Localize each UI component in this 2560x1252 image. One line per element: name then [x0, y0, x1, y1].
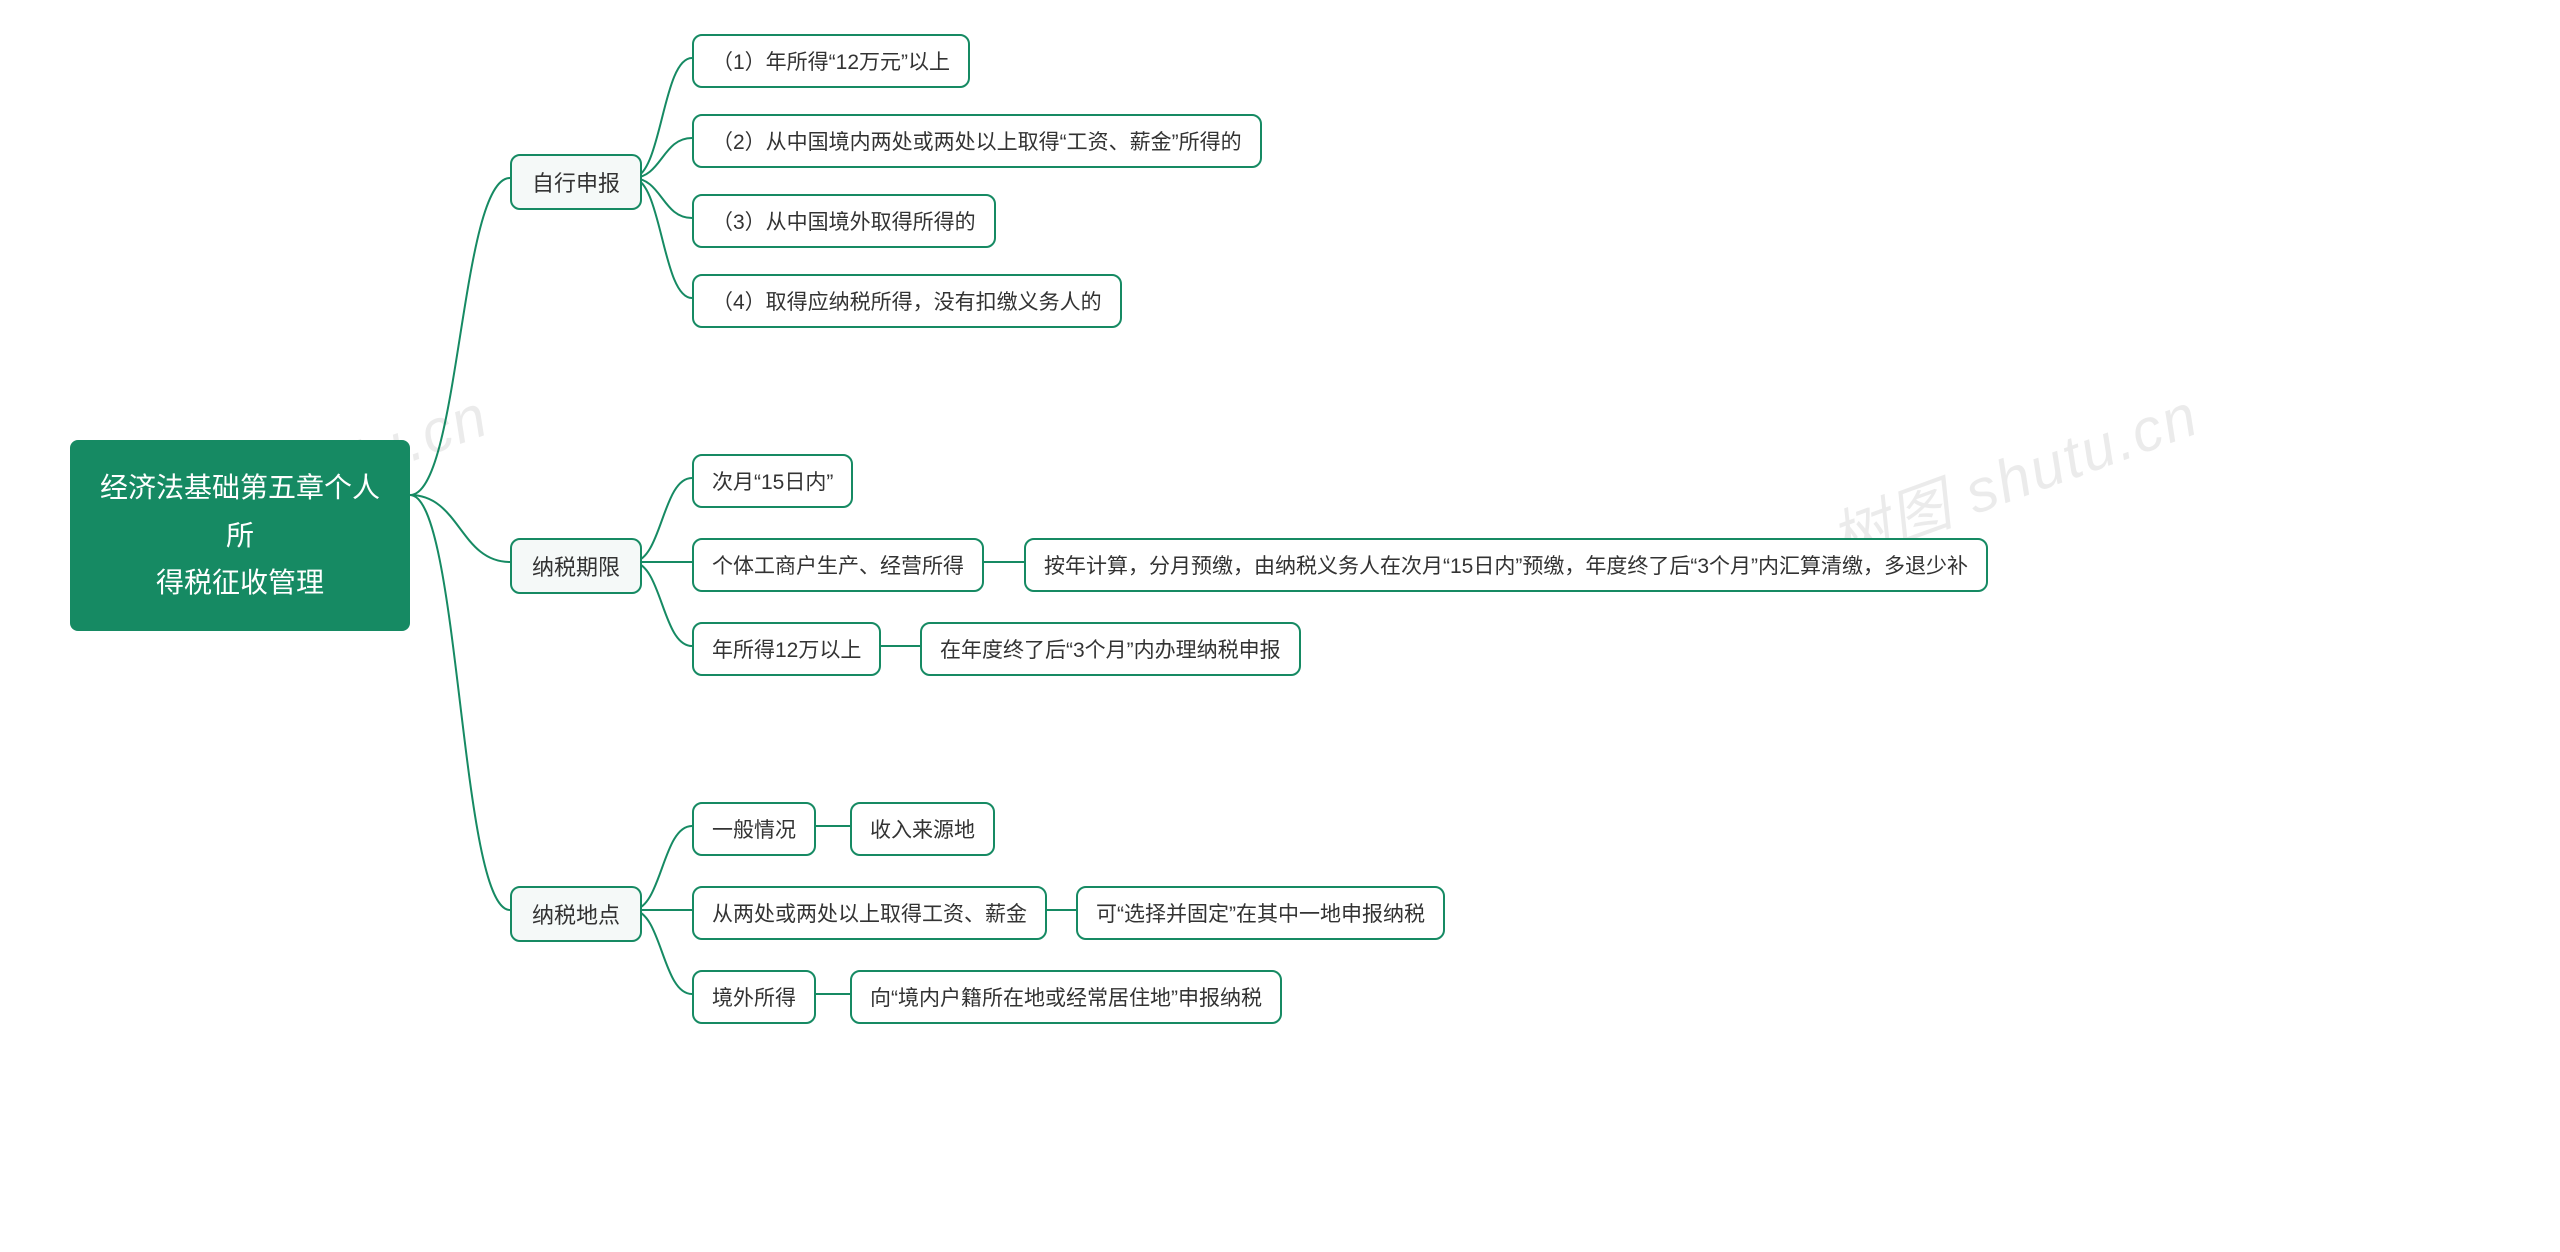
leaf-b3-r2: 从两处或两处以上取得工资、薪金 — [692, 886, 1047, 940]
root-node: 经济法基础第五章个人所 得税征收管理 — [70, 440, 410, 631]
leaf-b1-3: （3）从中国境外取得所得的 — [692, 194, 996, 248]
root-line2: 得税征收管理 — [92, 559, 388, 607]
leaf-b1-2: （2）从中国境内两处或两处以上取得“工资、薪金”所得的 — [692, 114, 1262, 168]
leaf-b2-r1: 次月“15日内” — [692, 454, 853, 508]
leaf-b3-r1-detail: 收入来源地 — [850, 802, 995, 856]
root-line1: 经济法基础第五章个人所 — [92, 464, 388, 559]
branch-tax-period: 纳税期限 — [510, 538, 642, 594]
leaf-b2-r2: 个体工商户生产、经营所得 — [692, 538, 984, 592]
leaf-b2-r3: 年所得12万以上 — [692, 622, 881, 676]
leaf-b3-r1: 一般情况 — [692, 802, 816, 856]
leaf-b2-r3-detail: 在年度终了后“3个月”内办理纳税申报 — [920, 622, 1301, 676]
leaf-b3-r2-detail: 可“选择并固定”在其中一地申报纳税 — [1076, 886, 1445, 940]
leaf-b1-4: （4）取得应纳税所得，没有扣缴义务人的 — [692, 274, 1122, 328]
branch-tax-place: 纳税地点 — [510, 886, 642, 942]
branch-self-declare: 自行申报 — [510, 154, 642, 210]
leaf-b1-1: （1）年所得“12万元”以上 — [692, 34, 970, 88]
leaf-b3-r3: 境外所得 — [692, 970, 816, 1024]
leaf-b2-r2-detail: 按年计算，分月预缴，由纳税义务人在次月“15日内”预缴，年度终了后“3个月”内汇… — [1024, 538, 1988, 592]
leaf-b3-r3-detail: 向“境内户籍所在地或经常居住地”申报纳税 — [850, 970, 1282, 1024]
